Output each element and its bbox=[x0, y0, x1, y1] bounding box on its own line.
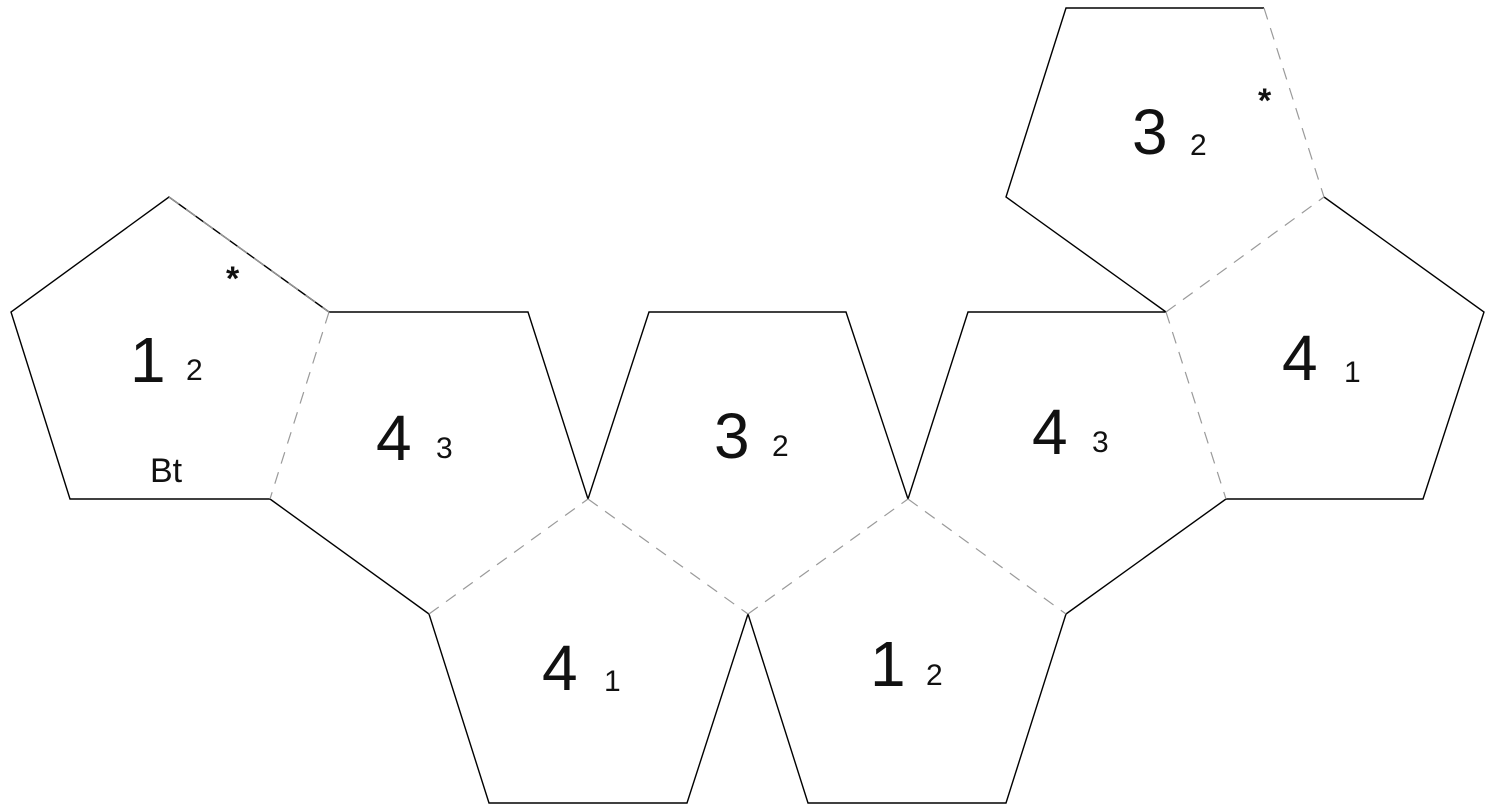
fold-line bbox=[747, 498, 909, 615]
face-subscript: 2 bbox=[1190, 129, 1207, 162]
asterisk-mark: * bbox=[1258, 82, 1272, 120]
face-f-labels: 3 2 * bbox=[1132, 82, 1272, 168]
cut-line-face-h bbox=[747, 613, 1067, 804]
fold-line bbox=[1263, 7, 1325, 198]
fold-line bbox=[587, 498, 749, 615]
asterisk-mark: * bbox=[226, 260, 240, 298]
face-subscript: 2 bbox=[772, 430, 789, 463]
face-number: 4 bbox=[1282, 322, 1318, 394]
cut-line-face-b-bottom bbox=[269, 498, 430, 615]
face-number: 3 bbox=[714, 400, 750, 472]
cut-line-face-g bbox=[428, 613, 749, 804]
fold-line bbox=[1165, 196, 1325, 313]
cut-line-face-d-bottom bbox=[1065, 498, 1227, 615]
face-d-labels: 4 3 bbox=[1032, 396, 1109, 468]
fold-line bbox=[269, 311, 330, 500]
fold-line bbox=[1165, 311, 1227, 500]
cut-line-face-f bbox=[1005, 7, 1264, 313]
face-g-labels: 4 1 bbox=[542, 632, 621, 704]
face-subscript: 1 bbox=[604, 665, 621, 698]
face-h-labels: 1 2 bbox=[870, 628, 943, 700]
face-a-labels: 1 2 * Bt bbox=[130, 260, 240, 490]
fold-lines bbox=[168, 7, 1325, 615]
face-subscript: 3 bbox=[1092, 426, 1109, 459]
fold-line bbox=[428, 498, 589, 615]
cut-line-face-d-top bbox=[907, 311, 1166, 500]
face-subscript: 3 bbox=[436, 432, 453, 465]
face-subscript: 2 bbox=[926, 659, 943, 692]
face-number: 3 bbox=[1132, 96, 1168, 168]
face-e-labels: 4 1 bbox=[1282, 322, 1361, 394]
face-number: 1 bbox=[870, 628, 906, 700]
face-number: 4 bbox=[542, 632, 578, 704]
cut-line-face-c bbox=[587, 311, 909, 500]
face-subscript: 1 bbox=[1344, 356, 1361, 389]
face-b-labels: 4 3 bbox=[376, 402, 453, 474]
face-number: 4 bbox=[376, 402, 412, 474]
cut-line-face-e bbox=[1226, 196, 1485, 500]
fold-line bbox=[168, 196, 330, 313]
face-c-labels: 3 2 bbox=[714, 400, 789, 472]
face-number: 1 bbox=[130, 324, 166, 396]
base-label: Bt bbox=[150, 452, 183, 490]
cut-line-face-b-top bbox=[329, 311, 589, 500]
face-subscript: 2 bbox=[186, 354, 203, 387]
fold-line bbox=[907, 498, 1067, 615]
face-number: 4 bbox=[1032, 396, 1068, 468]
cut-lines bbox=[10, 7, 1485, 804]
